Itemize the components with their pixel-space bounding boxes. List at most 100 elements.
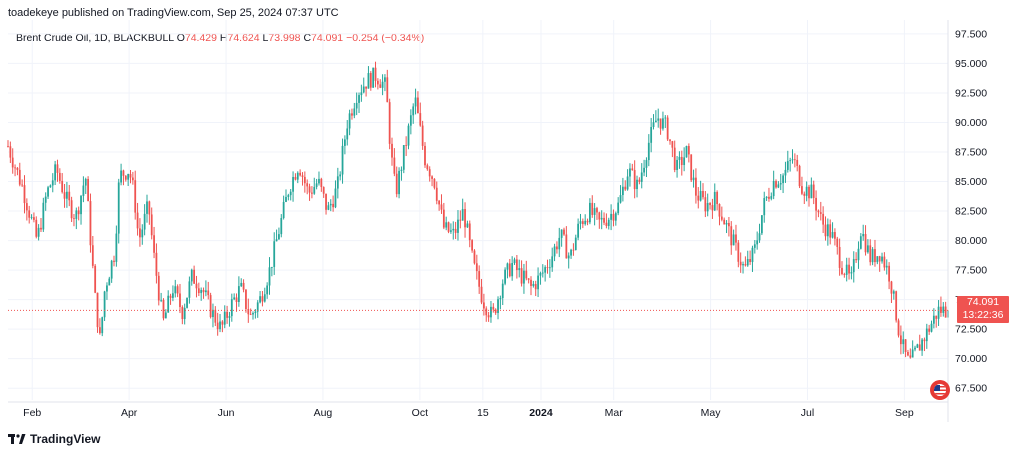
candle-body: [381, 81, 384, 88]
candle-body: [447, 222, 450, 232]
candle-body: [864, 234, 867, 253]
candle-body: [379, 84, 382, 88]
candle-body: [812, 184, 815, 198]
last-price-tag: 74.091 13:22:36: [957, 296, 1009, 323]
candle-body: [21, 184, 24, 186]
y-tick-label: 90.000: [955, 117, 987, 129]
candle-body: [796, 159, 799, 166]
candle-body: [647, 142, 650, 161]
candle-body: [586, 220, 589, 223]
candle-body: [339, 174, 342, 177]
candle-body: [574, 237, 577, 251]
y-tick-label: 95.000: [955, 58, 987, 70]
candle-body: [633, 170, 636, 190]
candle-body: [200, 289, 203, 294]
candle-body: [193, 269, 196, 284]
candle-body: [862, 234, 865, 237]
candle-body: [96, 292, 99, 328]
candle-body: [770, 196, 773, 199]
candle-body: [598, 212, 601, 220]
footer-brand[interactable]: TradingView: [8, 432, 100, 446]
candle-body: [343, 139, 346, 146]
open-value: 74.429: [184, 32, 217, 44]
candle-body: [739, 261, 742, 266]
candle-body: [551, 256, 554, 268]
candle-body: [866, 245, 869, 253]
candle-body: [35, 219, 38, 237]
candle-body: [673, 147, 676, 170]
candle-body: [195, 283, 198, 289]
flag-stripes: [934, 384, 946, 396]
candle-body: [570, 249, 572, 256]
candle-body: [513, 259, 516, 263]
candle-body: [732, 234, 735, 246]
x-tick-label: 2024: [529, 407, 553, 419]
candle-body: [315, 183, 318, 187]
candle-body: [527, 278, 530, 280]
candle-body: [749, 258, 752, 263]
candle-body: [384, 77, 386, 82]
candle-body: [242, 282, 245, 290]
candle-body: [442, 209, 445, 228]
symbol-legend[interactable]: Brent Crude Oil, 1D, BLACKBULL O74.429 H…: [16, 32, 424, 44]
candle-body: [921, 339, 923, 351]
candle-body: [911, 349, 914, 358]
candle-body: [80, 195, 82, 215]
tradingview-logo-icon: [8, 433, 26, 445]
candle-body: [652, 122, 655, 127]
candle-body: [497, 299, 499, 313]
candle-body: [398, 170, 400, 195]
y-tick-label: 85.000: [955, 176, 987, 188]
candle-body: [779, 183, 782, 185]
candle-body: [690, 154, 693, 181]
candle-body: [183, 307, 186, 320]
candle-body: [280, 218, 283, 235]
low-label: L: [262, 32, 269, 44]
candle-body: [113, 260, 115, 262]
candle-body: [65, 191, 68, 199]
candle-body: [320, 178, 323, 188]
candle-body: [263, 294, 266, 302]
candle-body: [643, 167, 645, 173]
candle-body: [63, 192, 66, 199]
candle-body: [464, 209, 466, 228]
candle-body: [417, 97, 419, 114]
candle-body: [626, 176, 629, 190]
candle-body: [108, 278, 111, 286]
candle-body: [530, 279, 532, 286]
candle-body: [511, 262, 514, 277]
candle-body: [14, 167, 16, 169]
candle-body: [334, 188, 337, 208]
candle-body: [697, 195, 700, 201]
open-label: O: [176, 32, 185, 44]
candle-body: [186, 297, 188, 308]
candle-body: [560, 229, 563, 238]
candle-body: [687, 146, 690, 155]
candle-body: [296, 172, 299, 180]
candle-body: [400, 169, 403, 171]
candle-body: [306, 183, 309, 187]
candle-body: [358, 95, 360, 103]
candle-body: [763, 198, 766, 216]
candle-body: [273, 241, 276, 267]
candle-body: [636, 179, 638, 190]
candle-body: [751, 247, 754, 263]
candle-body: [765, 196, 768, 199]
brand-name: TradingView: [30, 432, 101, 446]
candle-body: [237, 286, 240, 302]
candle-body: [480, 286, 483, 303]
candle-body: [110, 260, 113, 279]
candle-body: [459, 219, 462, 221]
candle-body: [289, 191, 292, 196]
candle-body: [629, 168, 631, 177]
candle-body: [918, 344, 921, 351]
candle-body: [386, 77, 389, 103]
candle-body: [803, 193, 806, 196]
candle-body: [454, 228, 457, 233]
candle-body: [789, 160, 792, 162]
candle-body: [577, 223, 580, 238]
close-label: C: [303, 32, 312, 44]
us-flag-icon[interactable]: [930, 380, 950, 400]
candle-body: [662, 118, 664, 129]
